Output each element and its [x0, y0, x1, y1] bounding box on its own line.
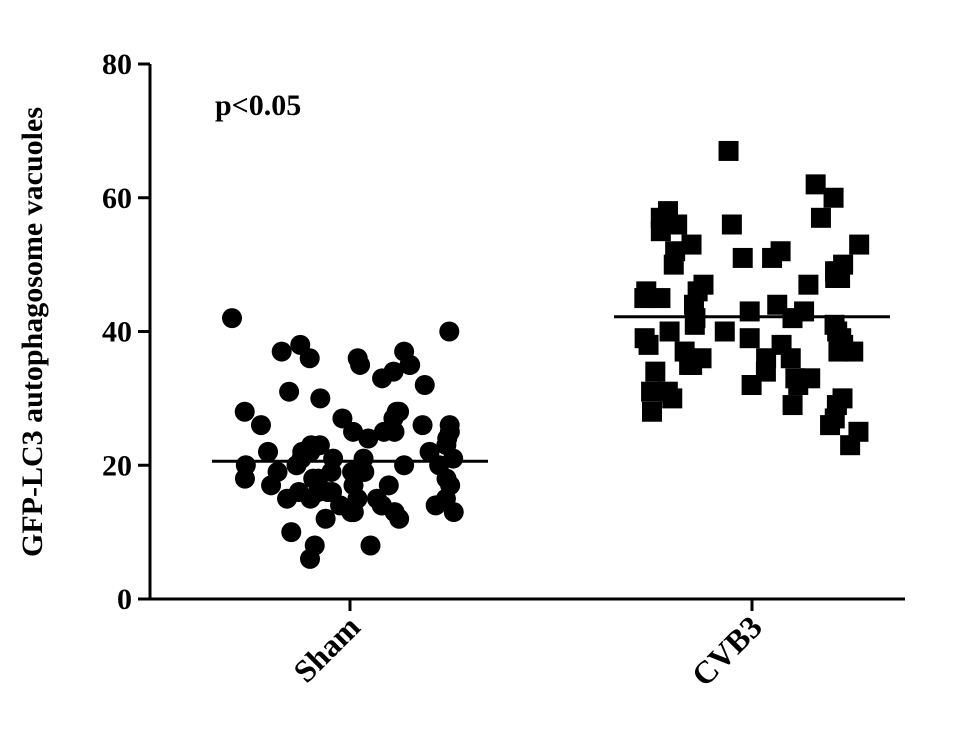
y-tick-label: 20: [102, 449, 132, 482]
data-point: [300, 548, 321, 569]
data-point: [810, 207, 831, 228]
y-axis-label: GFP-LC3 autophagosome vacuoles: [16, 107, 49, 557]
data-point: [315, 508, 336, 529]
data-point: [350, 354, 371, 375]
data-point: [788, 375, 809, 395]
data-point: [641, 381, 662, 402]
data-point: [277, 488, 298, 509]
data-point: [372, 368, 393, 389]
x-tick-label: Sham: [286, 608, 367, 689]
data-point: [250, 415, 271, 436]
y-tick-label: 0: [117, 583, 132, 616]
y-tick-label: 60: [102, 182, 132, 215]
data-point: [843, 341, 864, 362]
data-point: [414, 375, 435, 395]
data-point: [681, 234, 702, 255]
data-point: [358, 428, 379, 449]
data-point: [798, 274, 819, 295]
data-point: [400, 354, 421, 375]
data-point: [642, 401, 663, 422]
data-point: [679, 354, 700, 375]
data-point: [820, 415, 841, 436]
y-tick-label: 40: [102, 316, 132, 349]
annotation: p<0.05: [215, 89, 301, 122]
data-point: [343, 421, 364, 442]
x-tick-label: CVB3: [684, 608, 769, 693]
data-point: [659, 321, 680, 342]
data-point: [762, 247, 783, 268]
data-point: [805, 174, 826, 195]
data-point: [714, 321, 735, 342]
data-point: [271, 341, 292, 362]
data-point: [650, 221, 671, 242]
data-point: [310, 388, 331, 409]
data-point: [732, 247, 753, 268]
data-point: [667, 214, 688, 235]
data-point: [840, 435, 861, 456]
data-point: [279, 381, 300, 402]
data-point: [281, 522, 302, 543]
data-point: [299, 348, 320, 369]
data-point: [412, 415, 433, 436]
data-point: [645, 361, 666, 382]
data-point: [394, 455, 415, 476]
data-point: [332, 408, 353, 429]
data-point: [341, 502, 362, 523]
data-point: [360, 535, 381, 556]
data-point: [638, 334, 659, 355]
data-point: [718, 140, 739, 161]
data-point: [739, 301, 760, 322]
data-point: [378, 475, 399, 496]
data-point: [684, 314, 705, 335]
data-point: [782, 395, 803, 416]
data-point: [662, 388, 683, 409]
data-point: [634, 288, 655, 309]
data-point: [389, 508, 410, 529]
data-point: [439, 321, 460, 342]
data-point: [300, 488, 321, 509]
data-point: [823, 187, 844, 208]
y-tick-label: 80: [102, 48, 132, 81]
data-point: [222, 308, 243, 329]
data-point: [739, 328, 760, 349]
data-point: [286, 455, 307, 476]
data-point: [741, 375, 762, 395]
data-point: [443, 502, 464, 523]
data-point: [234, 401, 255, 422]
data-point: [650, 288, 671, 309]
data-point: [258, 441, 279, 462]
data-point: [425, 495, 446, 516]
data-point: [261, 475, 282, 496]
data-point: [849, 234, 870, 255]
data-point: [830, 268, 851, 288]
data-point: [373, 421, 394, 442]
data-point: [663, 254, 684, 275]
data-point: [721, 214, 742, 235]
data-point: [767, 294, 788, 315]
data-point: [234, 468, 255, 489]
data-point: [780, 348, 801, 369]
